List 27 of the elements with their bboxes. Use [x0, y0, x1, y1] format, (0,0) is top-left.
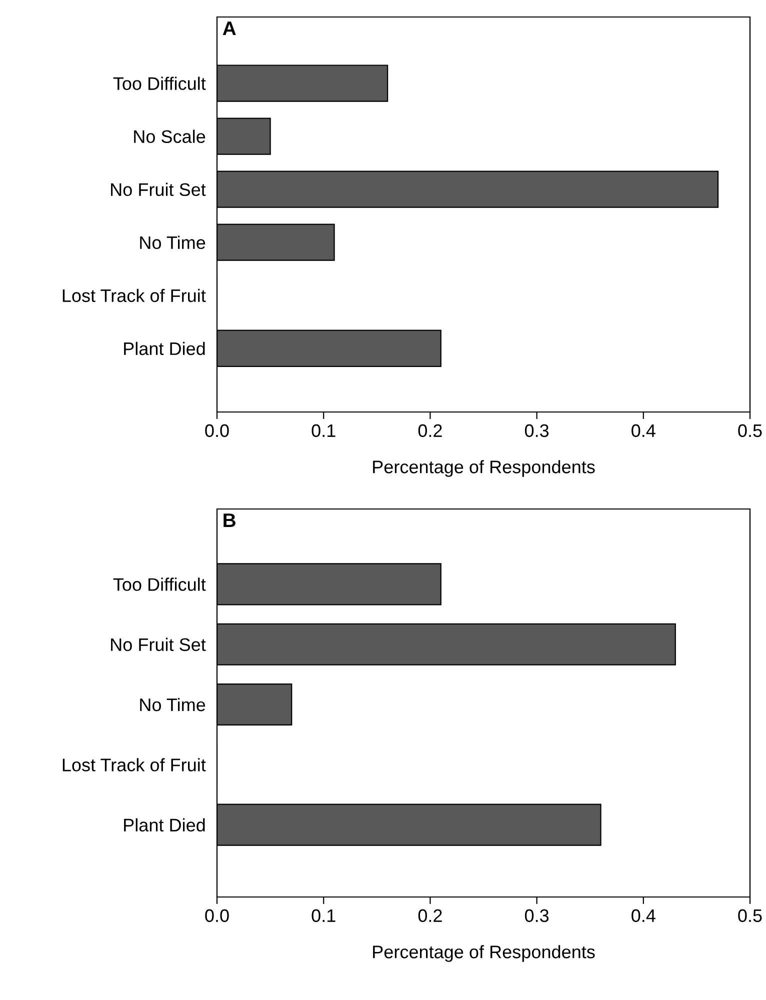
x-tick-label: 0.2: [418, 424, 442, 438]
x-tick-label: 0.5: [738, 424, 762, 438]
chart-title: A: [222, 22, 236, 36]
y-tick-label: No Scale: [134, 130, 206, 144]
x-tick-label: 0.1: [312, 909, 336, 922]
y-tick-label: No Time: [140, 236, 206, 250]
x-tick-label: 0.3: [524, 424, 549, 438]
x-tick-label: 0.3: [524, 909, 549, 922]
x-tick-label: 0.0: [205, 424, 229, 438]
y-tick-label: No Fruit Set: [111, 638, 206, 652]
y-tick-label: Plant Died: [124, 342, 205, 356]
x-axis-title: Percentage of Respondents: [373, 460, 595, 477]
y-tick-label: Plant Died: [124, 818, 205, 832]
x-axis-title: Percentage of Respondents: [373, 945, 595, 962]
x-tick-label: 0.2: [418, 909, 442, 922]
chart-title: B: [224, 514, 236, 527]
y-tick-label: Lost Track of Fruit: [62, 288, 206, 302]
x-tick-label: 0.0: [205, 909, 229, 922]
y-tick-label: Lost Track of Fruit: [62, 758, 206, 772]
x-tick-label: 0.4: [632, 909, 656, 922]
y-tick-label: No Fruit Set: [111, 182, 206, 196]
y-tick-label: Too Difficult: [113, 76, 206, 90]
x-tick-label: 0.5: [738, 909, 762, 922]
y-tick-label: Too Difficult: [113, 578, 206, 591]
y-tick-label: No Time: [140, 698, 206, 712]
x-tick-label: 0.4: [632, 424, 656, 438]
x-tick-label: 0.1: [312, 424, 336, 438]
